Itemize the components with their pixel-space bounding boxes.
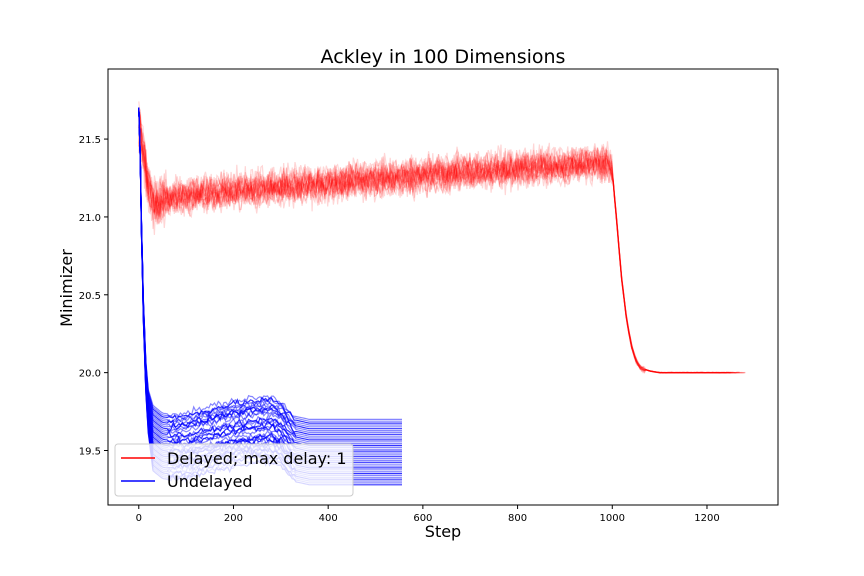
delayed-run-line: [138, 126, 743, 374]
delayed-run-line: [138, 118, 740, 374]
chart-title: Ackley in 100 Dimensions: [321, 46, 566, 68]
plot-frame: [107, 68, 779, 506]
y-tick-label: 20.0: [79, 369, 101, 380]
delayed-run-line: [138, 116, 730, 374]
delayed-run-line: [138, 110, 728, 374]
x-axis-label: Step: [425, 522, 461, 541]
delayed-run-line: [138, 119, 727, 374]
legend-label-undelayed: Undelayed: [167, 472, 253, 491]
delayed-series-group: [138, 101, 746, 374]
y-tick-label: 21.0: [79, 213, 101, 224]
delayed-run-line: [138, 115, 746, 374]
y-axis-ticks: 19.5 20.0 20.5 21.0 21.5: [79, 135, 108, 458]
y-tick-label: 21.5: [79, 135, 101, 146]
delayed-run-line: [138, 109, 730, 374]
delayed-run-line: [138, 112, 732, 374]
undelayed-run-line: [138, 107, 402, 430]
undelayed-run-line: [138, 107, 402, 420]
undelayed-run-line: [138, 107, 402, 435]
x-axis-ticks: 0 200 400 600 800 1000 1200: [136, 505, 720, 524]
delayed-run-line: [138, 101, 732, 374]
legend: Delayed; max delay: 1 Undelayed: [114, 443, 354, 497]
legend-label-delayed: Delayed; max delay: 1: [167, 449, 347, 468]
delayed-run-line: [138, 122, 733, 374]
x-tick-label: 800: [508, 513, 527, 524]
legend-box: [114, 443, 354, 497]
delayed-run-line: [138, 109, 739, 374]
delayed-run-line: [138, 117, 736, 374]
undelayed-run-line: [138, 107, 402, 422]
y-tick-label: 20.5: [79, 291, 101, 302]
delayed-run-line: [138, 129, 726, 374]
delayed-run-line: [138, 130, 744, 374]
undelayed-run-line: [138, 107, 402, 441]
undelayed-run-line: [138, 107, 402, 424]
delayed-run-line: [138, 125, 732, 374]
delayed-run-line: [138, 120, 740, 374]
x-tick-label: 1000: [600, 513, 625, 524]
delayed-run-line: [138, 128, 737, 374]
y-axis-label: Minimizer: [57, 249, 76, 327]
delayed-run-line: [138, 124, 746, 374]
y-tick-label: 19.5: [79, 447, 101, 458]
x-tick-label: 200: [224, 513, 243, 524]
x-tick-label: 0: [136, 513, 142, 524]
delayed-run-line: [138, 114, 746, 374]
delayed-run-line: [138, 125, 733, 374]
delayed-run-line: [138, 110, 732, 374]
x-tick-label: 1200: [694, 513, 719, 524]
x-tick-label: 400: [319, 513, 338, 524]
undelayed-run-line: [138, 107, 402, 433]
x-tick-label: 600: [413, 513, 432, 524]
delayed-run-line: [138, 107, 740, 374]
